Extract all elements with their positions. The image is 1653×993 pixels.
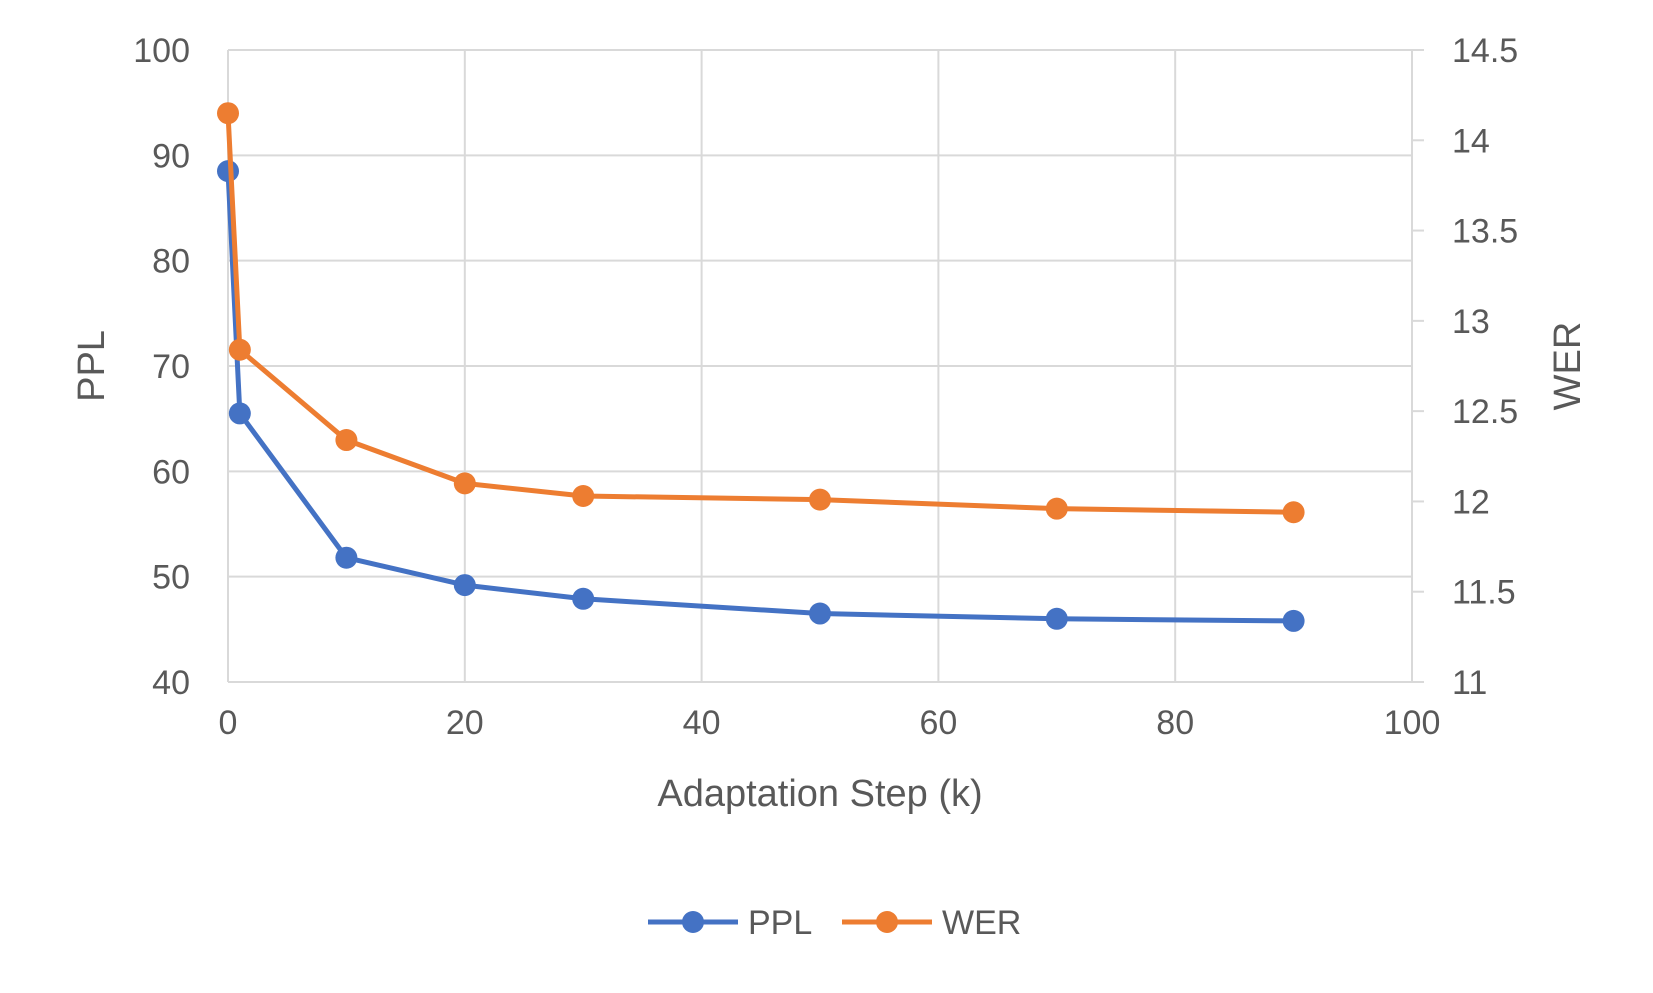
- y-tick-label: 70: [152, 348, 190, 386]
- y2-tick-label: 14.5: [1452, 32, 1518, 70]
- y-axis-title: PPL: [71, 330, 113, 402]
- series-line-ppl: [225, 171, 1294, 624]
- legend-swatch-marker-wer: [876, 911, 898, 933]
- series-line-wer: [225, 113, 1294, 515]
- legend: PPL WER: [648, 904, 1021, 942]
- grid: [227, 49, 1413, 683]
- x-axis-title: Adaptation Step (k): [657, 773, 982, 815]
- data-point-ppl: [228, 402, 251, 425]
- x-tick-label: 80: [1156, 704, 1194, 742]
- data-point-wer: [217, 102, 239, 125]
- y-tick-label: 40: [152, 664, 190, 702]
- y-tick-label: 90: [152, 137, 190, 175]
- legend-label-wer: WER: [942, 904, 1021, 942]
- data-point-wer: [572, 485, 595, 508]
- y2-tick-label: 13.5: [1452, 213, 1518, 251]
- y2-tick-label: 14: [1452, 122, 1490, 160]
- y-tick-label: 100: [133, 32, 190, 70]
- y2-tick-label: 12.5: [1452, 393, 1518, 431]
- x-tick-label: 0: [219, 704, 238, 742]
- data-point-wer: [809, 488, 831, 511]
- series: [217, 102, 1305, 632]
- data-point-ppl: [217, 160, 239, 183]
- data-point-wer: [335, 429, 358, 452]
- legend-label-ppl: PPL: [748, 904, 812, 942]
- y-tick-label: 60: [152, 453, 190, 491]
- x-tick-label: 40: [683, 704, 721, 742]
- data-point-ppl: [453, 574, 476, 597]
- y-tick-label: 80: [152, 243, 190, 281]
- y2-tick-label: 11.5: [1452, 574, 1516, 612]
- data-point-wer: [453, 472, 476, 495]
- y2-tick-label: 12: [1452, 483, 1490, 521]
- y-tick-label: 50: [152, 559, 190, 597]
- data-point-wer: [228, 338, 251, 361]
- data-point-wer: [1282, 501, 1305, 524]
- x-tick-label: 100: [1384, 704, 1441, 742]
- x-tick-label: 60: [919, 704, 957, 742]
- legend-swatch-marker-ppl: [682, 911, 704, 933]
- axis-labels: Adaptation Step (k) PPL WER: [71, 322, 1589, 815]
- x-tick-label: 20: [446, 704, 484, 742]
- data-point-wer: [1045, 497, 1068, 520]
- y2-tick-label: 11: [1452, 664, 1487, 702]
- axes: 40 50 60 70 80 90 100 0 20 40 60 80 100 11 11.5 12 12.5 1…: [133, 32, 1518, 742]
- y2-axis-title: WER: [1547, 322, 1589, 411]
- data-point-ppl: [809, 602, 831, 625]
- y2-tick-label: 13: [1452, 303, 1490, 341]
- data-point-ppl: [572, 587, 595, 610]
- data-point-ppl: [1282, 609, 1305, 632]
- data-point-ppl: [335, 546, 358, 569]
- data-point-ppl: [1045, 607, 1068, 630]
